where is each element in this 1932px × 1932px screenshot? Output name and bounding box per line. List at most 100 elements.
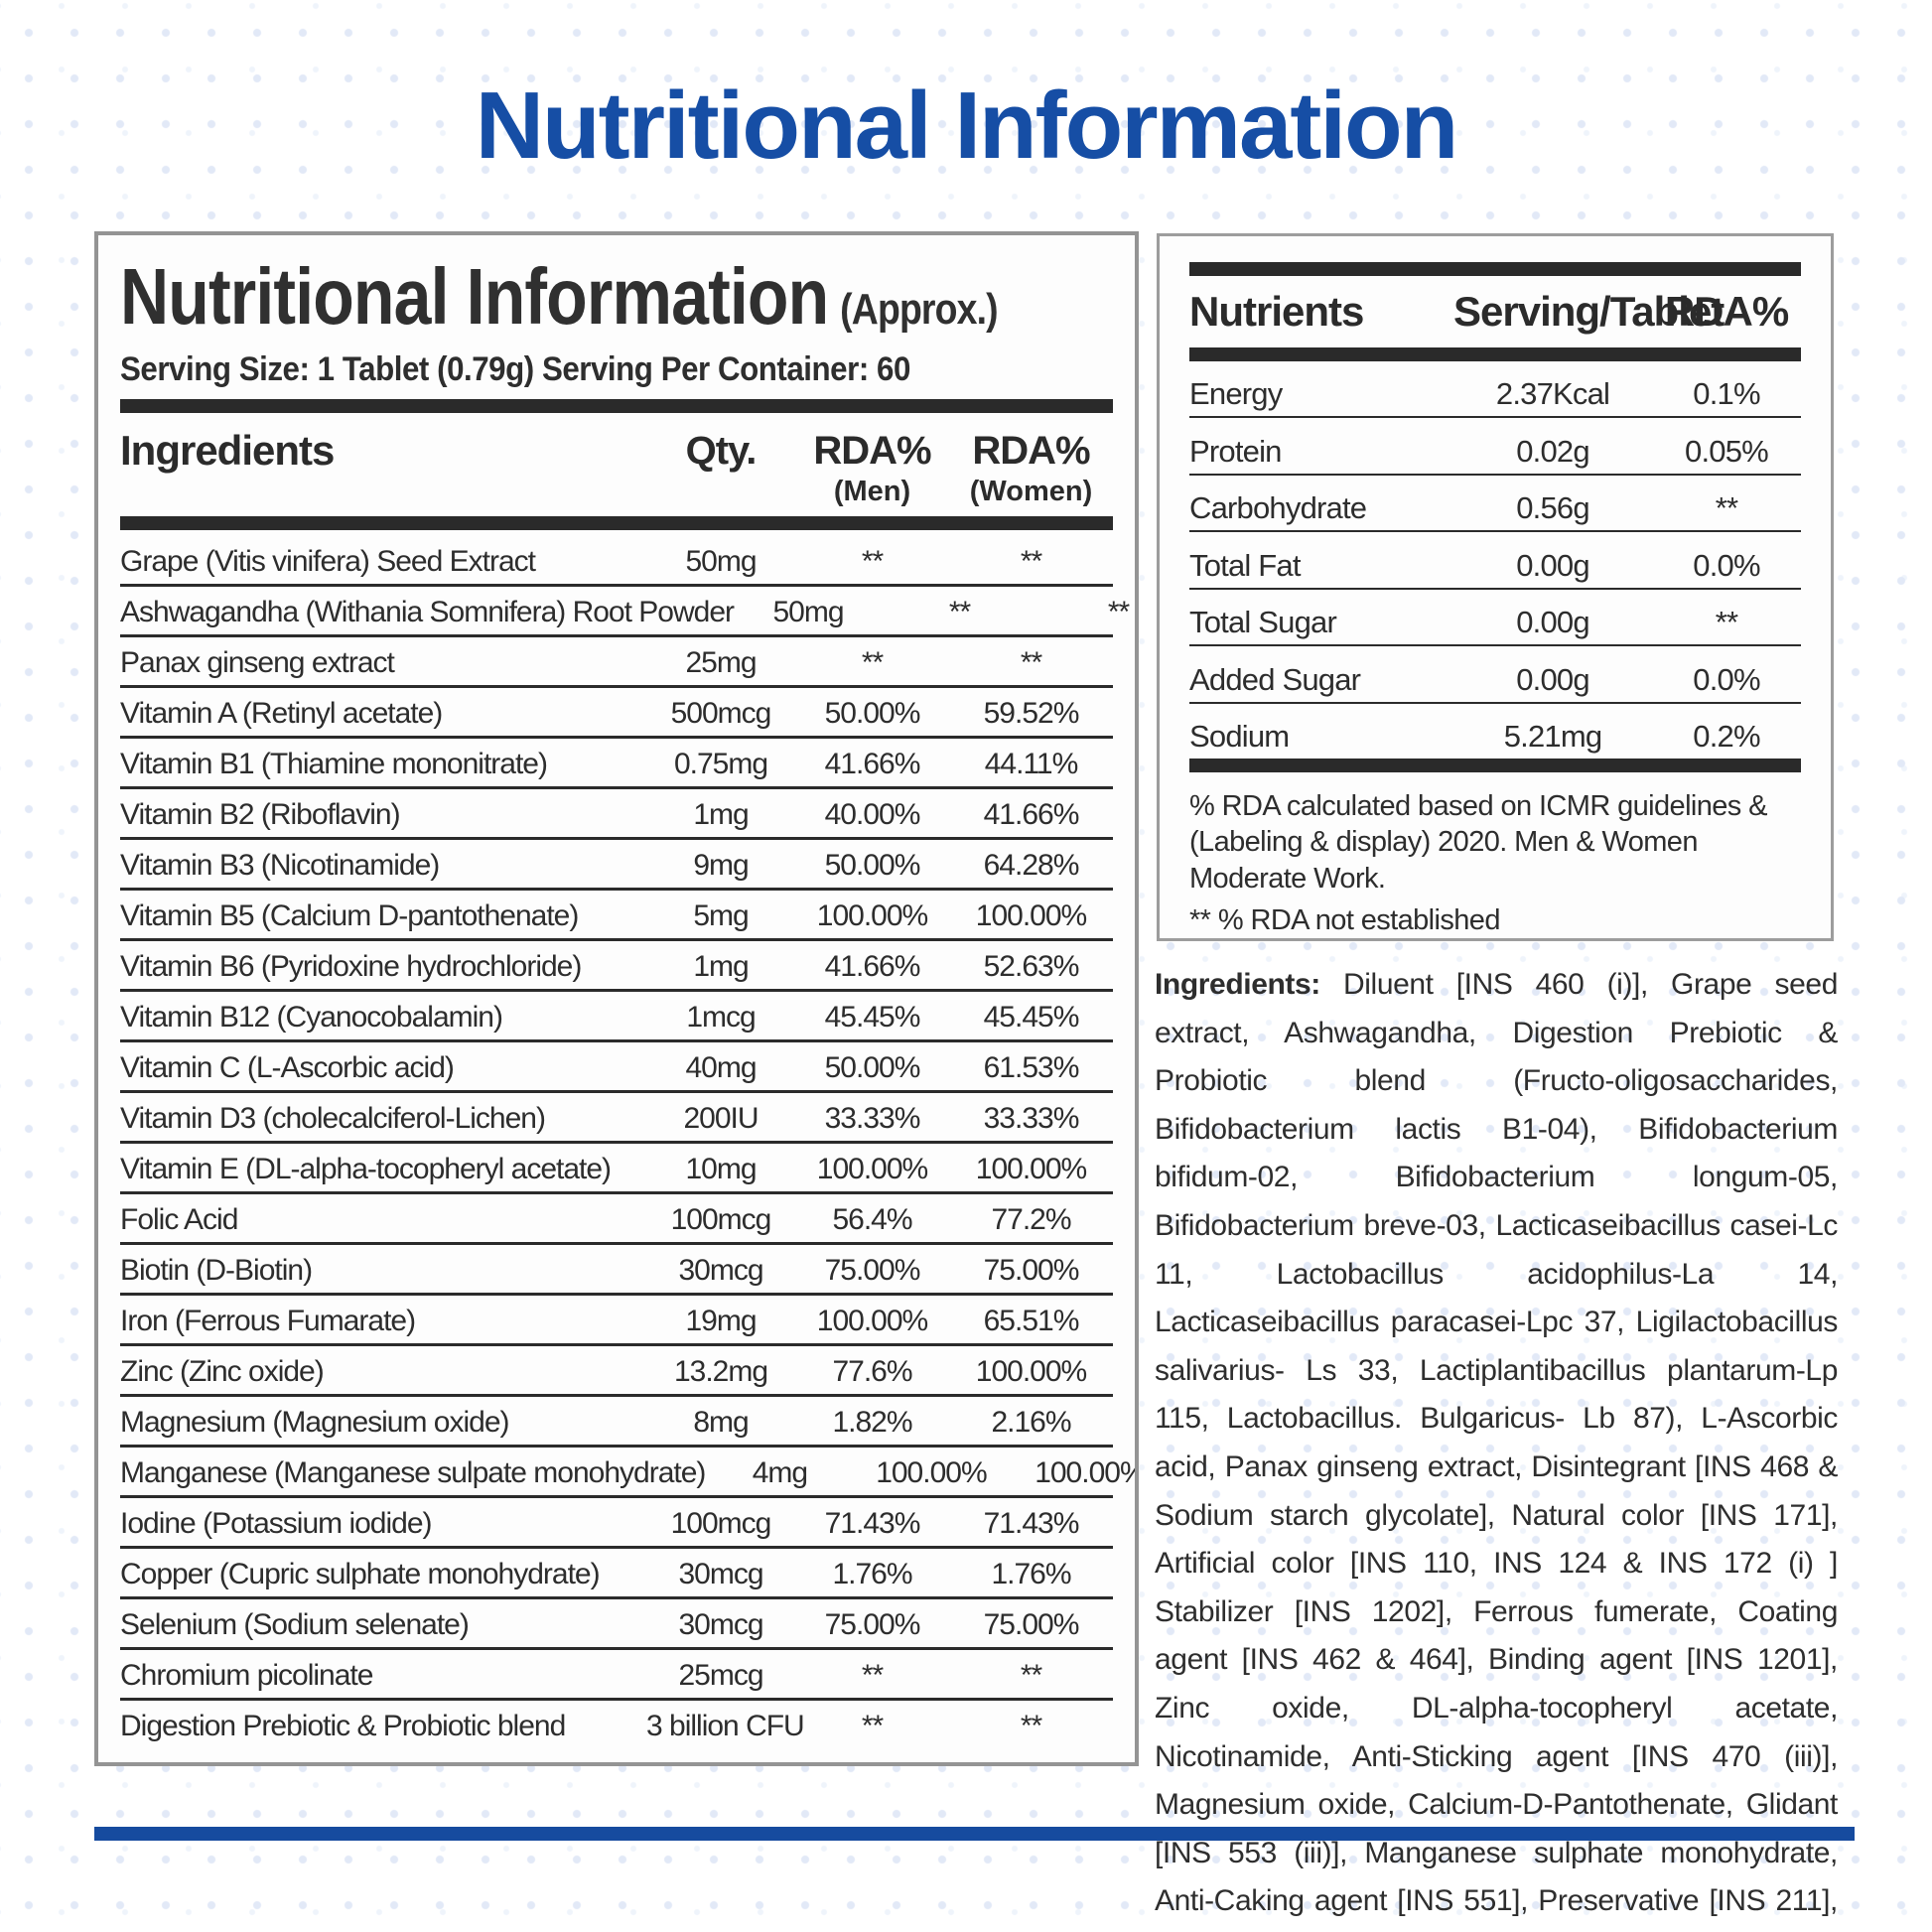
- ingredient-name: Chromium picolinate: [120, 1659, 373, 1692]
- rda-notes: % RDA calculated based on ICMR guideline…: [1189, 788, 1801, 938]
- table-row: Ashwagandha (Withania Somnifera) Root Po…: [120, 587, 1130, 637]
- rda-men-value: 77.6%: [832, 1355, 912, 1388]
- nutrients-table-header: Nutrients Serving/Tablet RDA%: [1189, 276, 1801, 347]
- ingredient-name: Vitamin B2 (Riboflavin): [120, 798, 401, 831]
- column-header-rda: RDA%: [1664, 288, 1789, 335]
- nutrient-name: Carbohydrate: [1189, 490, 1367, 526]
- ingredient-name: Selenium (Sodium selenate): [120, 1608, 470, 1641]
- qty-value: 30mcg: [678, 1608, 763, 1641]
- panel-title-text: Nutritional Information: [120, 252, 829, 341]
- qty-value: 40mg: [685, 1051, 757, 1084]
- ingredient-name: Vitamin B6 (Pyridoxine hydrochloride): [120, 950, 582, 983]
- table-row: Vitamin B12 (Cyanocobalamin) 1mcg 45.45% 45…: [120, 992, 1113, 1042]
- divider-bar: [120, 516, 1113, 530]
- rda-women-value: 77.2%: [991, 1203, 1071, 1236]
- table-row: Sodium 5.21mg 0.2%: [1189, 704, 1801, 759]
- rda-value: 0.05%: [1685, 433, 1769, 469]
- serving-value: 0.00g: [1516, 605, 1589, 640]
- rda-men-value: 50.00%: [824, 849, 921, 882]
- table-row: Digestion Prebiotic & Probiotic blend 3 b…: [120, 1701, 1113, 1748]
- table-row: Vitamin E (DL-alpha-tocopheryl acetate) 1…: [120, 1144, 1113, 1194]
- page-title: Nutritional Information: [475, 72, 1459, 179]
- ingredient-name: Folic Acid: [120, 1203, 238, 1236]
- table-row: Vitamin A (Retinyl acetate) 500mcg 50.00% 5…: [120, 688, 1113, 739]
- nutrient-name: Sodium: [1189, 718, 1290, 754]
- rda-men-value: 1.76%: [832, 1558, 912, 1590]
- ingredient-name: Ashwagandha (Withania Somnifera) Root Po…: [120, 596, 735, 628]
- ingredient-name: Iron (Ferrous Fumarate): [120, 1305, 416, 1337]
- nutrients-panel: Nutrients Serving/Tablet RDA% Energy 2.37…: [1157, 233, 1834, 941]
- rda-men-value: 100.00%: [816, 1305, 928, 1337]
- ingredient-name: Vitamin B3 (Nicotinamide): [120, 849, 440, 882]
- rda-women-value: **: [1020, 1659, 1042, 1692]
- qty-value: 500mcg: [670, 697, 772, 730]
- serving-size-line: Serving Size: 1 Tablet (0.79g) Serving P…: [120, 350, 910, 388]
- table-row: Vitamin B2 (Riboflavin) 1mg 40.00% 41.66%: [120, 789, 1113, 840]
- ingredients-table-body: Grape (Vitis vinifera) Seed Extract 50mg *…: [120, 536, 1135, 1748]
- bottom-accent-bar: [94, 1827, 1855, 1841]
- table-row: Magnesium (Magnesium oxide) 8mg 1.82% 2.16%: [120, 1397, 1113, 1448]
- rda-men-value: **: [948, 596, 971, 628]
- ingredient-name: Vitamin A (Retinyl acetate): [120, 697, 443, 730]
- rda-women-value: 75.00%: [983, 1608, 1080, 1641]
- rda-value: **: [1715, 490, 1738, 526]
- ingredients-table-header: Ingredients Qty. RDA% (Men) RDA% (Women): [120, 413, 1113, 516]
- note-icmr: % RDA calculated based on ICMR guideline…: [1189, 790, 1768, 895]
- table-row: Energy 2.37Kcal 0.1%: [1189, 361, 1801, 419]
- column-header-rda-men: RDA% (Men): [813, 429, 931, 507]
- serving-value: 5.21mg: [1503, 718, 1602, 754]
- rda-value: 0.0%: [1693, 661, 1760, 697]
- ingredient-name: Vitamin B1 (Thiamine mononitrate): [120, 748, 548, 780]
- qty-value: 25mg: [685, 646, 757, 679]
- column-header-serving: Serving/Tablet: [1453, 288, 1725, 335]
- ingredient-name: Zinc (Zinc oxide): [120, 1355, 325, 1388]
- qty-value: 100mcg: [670, 1203, 772, 1236]
- rda-men-value: **: [861, 646, 884, 679]
- column-header-rda-women: RDA% (Women): [969, 429, 1093, 507]
- rda-men-value: 50.00%: [824, 1051, 921, 1084]
- rda-value: 0.2%: [1693, 718, 1760, 754]
- qty-value: 0.75mg: [673, 748, 768, 780]
- nutrient-name: Total Sugar: [1189, 605, 1337, 640]
- column-header-ingredients: Ingredients: [120, 427, 335, 474]
- rda-men-value: 41.66%: [824, 950, 921, 983]
- nutrients-table-body: Energy 2.37Kcal 0.1% Protein 0.02g 0.05% Carbo…: [1189, 361, 1801, 759]
- divider-bar: [1189, 262, 1801, 276]
- ingredient-name: Copper (Cupric sulphate monohydrate): [120, 1558, 601, 1590]
- rda-men-value: 100.00%: [816, 1153, 928, 1185]
- rda-men-value: 45.45%: [824, 1001, 921, 1034]
- table-row: Manganese (Manganese sulpate monohydrate…: [120, 1448, 1135, 1498]
- table-row: Total Sugar 0.00g **: [1189, 590, 1801, 647]
- rda-women-value: 33.33%: [983, 1102, 1080, 1135]
- qty-value: 5mg: [693, 899, 749, 932]
- qty-value: 1mcg: [686, 1001, 756, 1034]
- rda-women-value: **: [1020, 545, 1042, 578]
- table-row: Vitamin B6 (Pyridoxine hydrochloride) 1mg…: [120, 941, 1113, 992]
- ingredient-name: Vitamin E (DL-alpha-tocopheryl acetate): [120, 1153, 612, 1185]
- qty-value: 1mg: [693, 950, 749, 983]
- rda-women-value: 61.53%: [983, 1051, 1080, 1084]
- rda-women-value: 59.52%: [983, 697, 1080, 730]
- table-row: Vitamin B3 (Nicotinamide) 9mg 50.00% 64.28%: [120, 840, 1113, 891]
- rda-women-value: 45.45%: [983, 1001, 1080, 1034]
- ingredient-name: Biotin (D-Biotin): [120, 1254, 313, 1287]
- rda-women-value: 100.00%: [1035, 1456, 1139, 1489]
- ingredient-name: Vitamin B5 (Calcium D-pantothenate): [120, 899, 579, 932]
- nutritional-information-panel: Nutritional Information (Approx.) Serving…: [94, 231, 1139, 1766]
- serving-value: 2.37Kcal: [1495, 376, 1610, 412]
- rda-men-value: 40.00%: [824, 798, 921, 831]
- table-row: Biotin (D-Biotin) 30mcg 75.00% 75.00%: [120, 1245, 1113, 1296]
- rda-men-value: 75.00%: [824, 1608, 921, 1641]
- rda-men-value: 41.66%: [824, 748, 921, 780]
- column-header-nutrients: Nutrients: [1189, 288, 1364, 335]
- rda-men-value: **: [861, 1710, 884, 1742]
- rda-men-value: 75.00%: [824, 1254, 921, 1287]
- nutrient-name: Total Fat: [1189, 547, 1301, 583]
- nutrient-name: Added Sugar: [1189, 661, 1361, 697]
- nutrient-name: Protein: [1189, 433, 1282, 469]
- table-row: Vitamin C (L-Ascorbic acid) 40mg 50.00% 61.…: [120, 1042, 1113, 1093]
- rda-men-value: **: [861, 545, 884, 578]
- rda-men-value: 56.4%: [832, 1203, 912, 1236]
- table-row: Panax ginseng extract 25mg ** **: [120, 637, 1113, 688]
